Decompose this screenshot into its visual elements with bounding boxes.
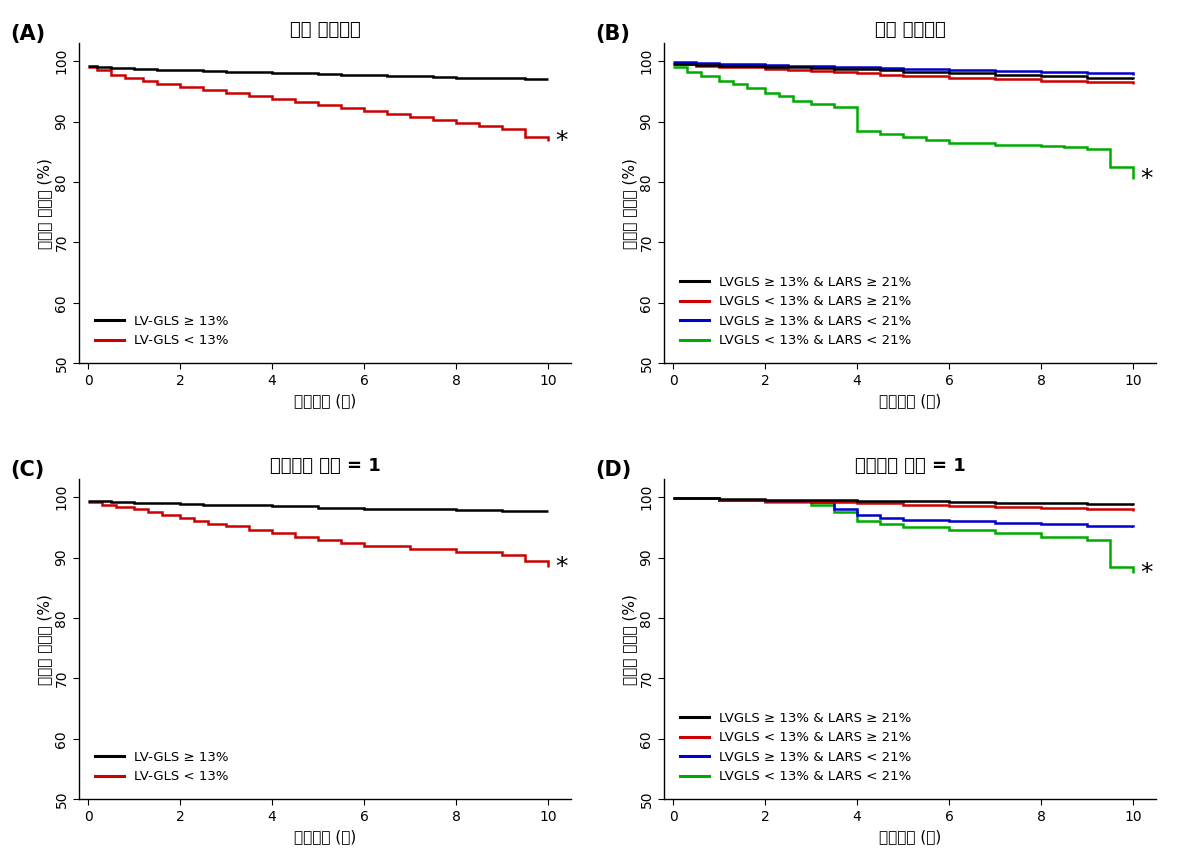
Legend: LVGLS ≥ 13% & LARS ≥ 21%, LVGLS < 13% & LARS ≥ 21%, LVGLS ≥ 13% & LARS < 21%, LV: LVGLS ≥ 13% & LARS ≥ 21%, LVGLS < 13% & … <box>674 707 917 789</box>
Y-axis label: 무사건 생존율 (%): 무사건 생존율 (%) <box>36 157 52 248</box>
Title: 위험인자 개수 = 1: 위험인자 개수 = 1 <box>270 457 380 475</box>
X-axis label: 추적기간 (년): 추적기간 (년) <box>294 394 357 408</box>
Text: *: * <box>1141 167 1152 191</box>
Text: (C): (C) <box>9 460 45 480</box>
Legend: LVGLS ≥ 13% & LARS ≥ 21%, LVGLS < 13% & LARS ≥ 21%, LVGLS ≥ 13% & LARS < 21%, LV: LVGLS ≥ 13% & LARS ≥ 21%, LVGLS < 13% & … <box>674 271 917 353</box>
X-axis label: 추적기간 (년): 추적기간 (년) <box>879 394 942 408</box>
Legend: LV-GLS ≥ 13%, LV-GLS < 13%: LV-GLS ≥ 13%, LV-GLS < 13% <box>89 746 234 789</box>
X-axis label: 추적기간 (년): 추적기간 (년) <box>294 830 357 844</box>
Y-axis label: 무사건 생존율 (%): 무사건 생존율 (%) <box>621 157 637 248</box>
Text: (A): (A) <box>9 24 45 44</box>
Text: *: * <box>556 129 567 153</box>
Title: 위험인자 개수 = 1: 위험인자 개수 = 1 <box>855 457 965 475</box>
Y-axis label: 무사건 생존율 (%): 무사건 생존율 (%) <box>621 593 637 684</box>
Title: 전체 연구집단: 전체 연구집단 <box>875 21 945 39</box>
Title: 전체 연구집단: 전체 연구집단 <box>290 21 360 39</box>
Legend: LV-GLS ≥ 13%, LV-GLS < 13%: LV-GLS ≥ 13%, LV-GLS < 13% <box>89 310 234 353</box>
Text: *: * <box>1141 561 1152 585</box>
Text: (D): (D) <box>596 460 631 480</box>
Y-axis label: 무사건 생존율 (%): 무사건 생존율 (%) <box>36 593 52 684</box>
Text: (B): (B) <box>596 24 630 44</box>
X-axis label: 추적기간 (년): 추적기간 (년) <box>879 830 942 844</box>
Text: *: * <box>556 554 567 579</box>
